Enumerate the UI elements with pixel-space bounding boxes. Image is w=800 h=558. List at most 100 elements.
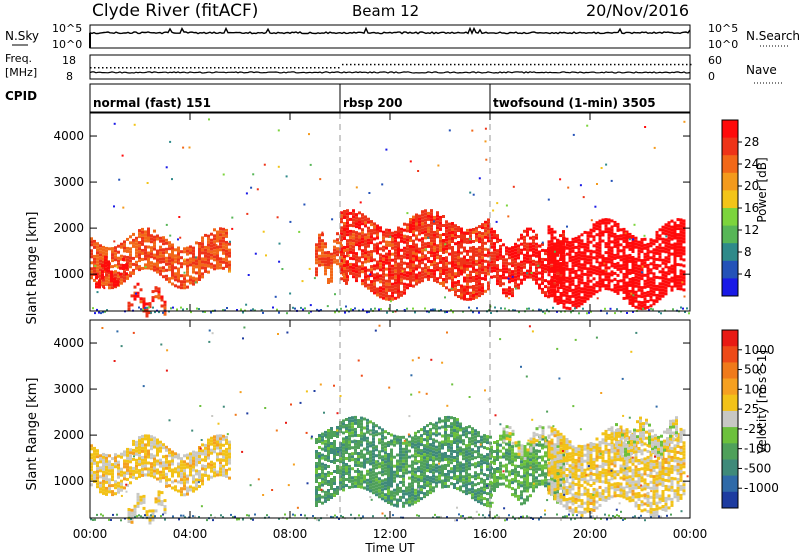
- echo-cell: [418, 233, 421, 236]
- echo-cell: [93, 243, 96, 246]
- echo-cell: [330, 445, 333, 448]
- echo-cell: [617, 241, 620, 244]
- echo-cell: [382, 258, 385, 261]
- echo-cell: [358, 274, 361, 277]
- echo-cell: [161, 503, 164, 506]
- echo-cell: [551, 291, 554, 294]
- echo-cell: [557, 245, 560, 248]
- echo-cell: [408, 486, 411, 489]
- echo-cell: [228, 459, 231, 462]
- echo-cell: [402, 490, 405, 493]
- echo-cell: [608, 287, 611, 290]
- echo-cell: [469, 235, 472, 238]
- echo-cell: [668, 257, 671, 260]
- echo-cell: [611, 225, 614, 228]
- near-range-cell: [414, 311, 416, 313]
- echo-cell: [409, 266, 412, 269]
- echo-cell: [204, 444, 207, 447]
- echo-cell: [423, 459, 426, 462]
- echo-cell: [496, 264, 499, 267]
- echo-cell: [605, 224, 608, 227]
- y-tick-label: 1000: [53, 267, 84, 281]
- echo-cell: [417, 466, 420, 469]
- echo-cell: [210, 245, 213, 248]
- echo-cell: [453, 423, 456, 426]
- echo-cell: [396, 472, 399, 475]
- echo-cell: [429, 470, 432, 473]
- echo-cell: [430, 269, 433, 272]
- echo-cell: [156, 448, 159, 451]
- echo-cell: [330, 433, 333, 436]
- echo-cell: [354, 422, 357, 425]
- echo-cell: [99, 469, 102, 472]
- echo-cell: [626, 282, 629, 285]
- echo-cell: [180, 265, 183, 268]
- echo-cell: [450, 425, 453, 428]
- echo-cell: [424, 266, 427, 269]
- echo-cell: [668, 278, 671, 281]
- echo-cell: [355, 276, 358, 279]
- echo-cell: [584, 285, 587, 288]
- echo-cell: [324, 494, 327, 497]
- echo-cell: [475, 260, 478, 263]
- echo-cell: [593, 268, 596, 271]
- nave-dot: [678, 64, 680, 66]
- echo-cell: [174, 272, 177, 275]
- echo-cell: [384, 454, 387, 457]
- echo-cell: [364, 260, 367, 263]
- echo-cell: [198, 245, 201, 248]
- echo-cell: [402, 481, 405, 484]
- echo-cell: [605, 242, 608, 245]
- echo-cell: [222, 450, 225, 453]
- echo-cell: [459, 462, 462, 465]
- near-range-cell: [262, 312, 264, 314]
- echo-cell: [629, 245, 632, 248]
- echo-cell: [321, 481, 324, 484]
- nave-dot: [186, 67, 188, 69]
- echo-cell: [330, 436, 333, 439]
- echo-cell: [198, 473, 201, 476]
- echo-cell: [366, 449, 369, 452]
- echo-cell: [575, 240, 578, 243]
- echo-cell: [417, 481, 420, 484]
- echo-cell: [393, 489, 396, 492]
- echo-cell: [378, 489, 381, 492]
- echo-scatter: [122, 207, 124, 209]
- echo-cell: [132, 242, 135, 245]
- echo-cell: [315, 504, 318, 507]
- echo-cell: [614, 239, 617, 242]
- near-range-cell: [278, 312, 280, 314]
- echo-cell: [381, 455, 384, 458]
- echo-cell: [575, 297, 578, 300]
- echo-cell: [318, 255, 321, 258]
- echo-cell: [366, 488, 369, 491]
- echo-cell: [581, 299, 584, 302]
- echo-cell: [426, 454, 429, 457]
- echo-cell: [177, 268, 180, 271]
- echo-cell: [150, 438, 153, 441]
- echo-cell: [147, 474, 150, 477]
- echo-cell: [315, 477, 318, 480]
- echo-cell: [477, 491, 480, 494]
- echo-cell: [441, 444, 444, 447]
- echo-cell: [225, 442, 228, 445]
- echo-scatter: [97, 291, 99, 293]
- nave-dot: [682, 64, 684, 66]
- echo-scatter: [610, 308, 612, 310]
- echo-cell: [403, 241, 406, 244]
- echo-cell: [484, 230, 487, 233]
- echo-cell: [465, 447, 468, 450]
- echo-cell: [321, 457, 324, 460]
- echo-cell: [125, 272, 128, 275]
- echo-cell: [150, 237, 153, 240]
- echo-cell: [228, 249, 231, 252]
- echo-cell: [608, 230, 611, 233]
- echo-cell: [474, 492, 477, 495]
- echo-cell: [384, 448, 387, 451]
- echo-cell: [560, 265, 563, 268]
- echo-cell: [107, 260, 110, 263]
- echo-cell: [391, 286, 394, 289]
- echo-cell: [351, 458, 354, 461]
- echo-cell: [468, 443, 471, 446]
- echo-cell: [342, 422, 345, 425]
